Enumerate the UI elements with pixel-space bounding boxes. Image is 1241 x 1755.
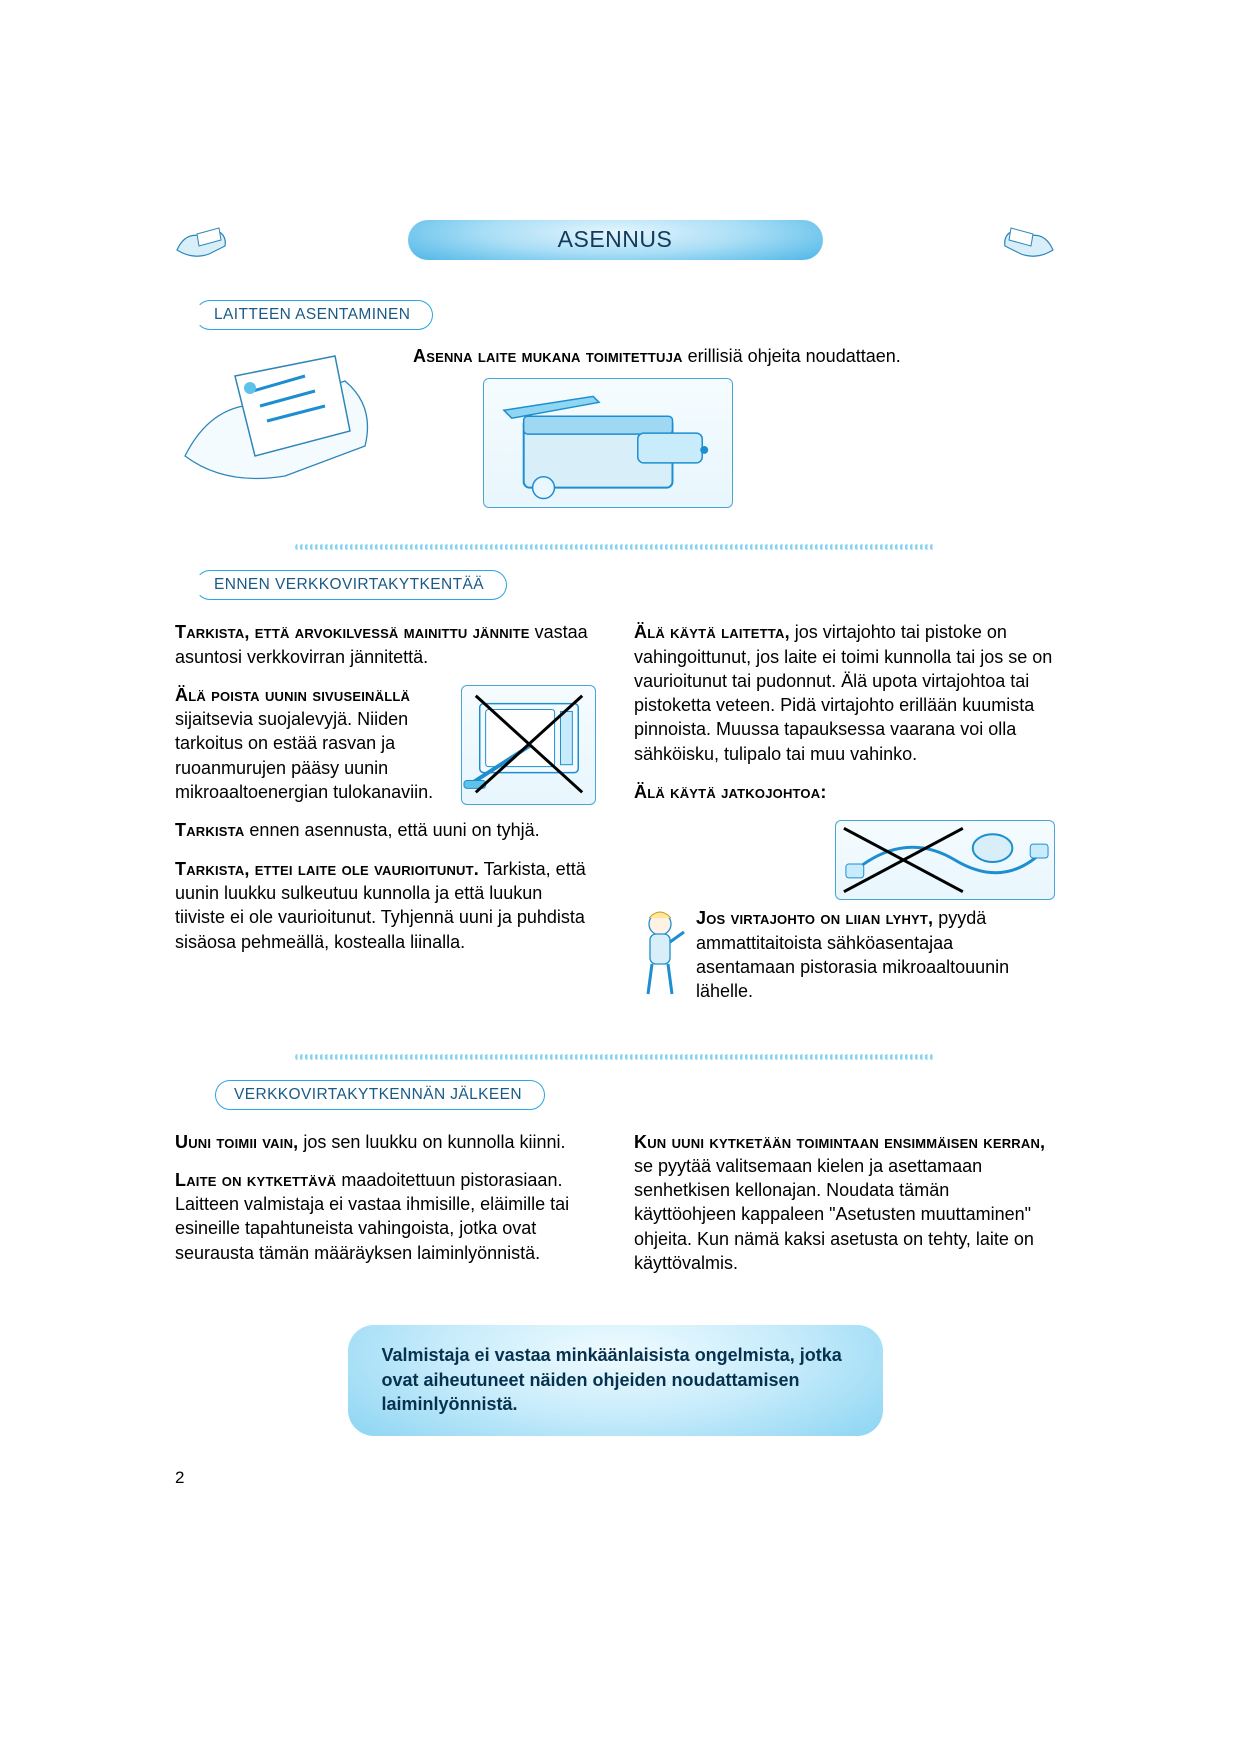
extension-cord-cross-icon	[835, 820, 1055, 900]
hands-left-icon	[175, 220, 230, 260]
install-row: Asenna laite mukana toimitettuja erillis…	[175, 336, 1055, 508]
before-r-p3: Jos virtajohto on liian lyhyt, pyydä amm…	[634, 906, 1055, 1003]
before-col-left: Tarkista, että arvokilvessä mainittu jän…	[175, 620, 596, 1017]
after-l-p1-rest: jos sen luukku on kunnolla kiinni.	[298, 1132, 565, 1152]
page-title: ASENNUS	[558, 224, 673, 255]
divider-wave-2	[295, 1052, 935, 1062]
page-content: ASENNUS LAITTEEN ASENTAMINEN Asenna lait…	[175, 220, 1055, 1436]
section-before-heading-text: ENNEN VERKKOVIRTAKYTKENTÄÄ	[214, 576, 484, 593]
hands-sheet-icon	[175, 336, 385, 496]
after-col-right: Kun uuni kytketään toimintaan ensimmäise…	[634, 1130, 1055, 1290]
install-text-block: Asenna laite mukana toimitettuja erillis…	[413, 336, 1055, 508]
section-after-heading-text: VERKKOVIRTAKYTKENNÄN JÄLKEEN	[234, 1086, 522, 1103]
before-r-p1-rest: jos virtajohto tai pistoke on vahingoitt…	[634, 622, 1052, 763]
after-l-p2: Laite on kytkettävä maadoitettuun pistor…	[175, 1168, 596, 1265]
after-columns: Uuni toimii vain, jos sen luukku on kunn…	[175, 1130, 1055, 1290]
disclaimer-text: Valmistaja ei vastaa minkäänlaisista ong…	[382, 1345, 842, 1414]
before-r-p2-sc: Älä käytä jatkojohtoa:	[634, 782, 827, 802]
before-r-p2: Älä käytä jatkojohtoa:	[634, 780, 1055, 804]
disclaimer-callout: Valmistaja ei vastaa minkäänlaisista ong…	[348, 1325, 883, 1436]
toolbox-icon	[483, 378, 733, 508]
after-l-p1-sc: Uuni toimii vain,	[175, 1132, 298, 1152]
page-number: 2	[175, 1467, 184, 1490]
before-columns: Tarkista, että arvokilvessä mainittu jän…	[175, 620, 1055, 1017]
before-l-p2-rest: sijaitsevia suojalevyjä. Niiden tarkoitu…	[175, 709, 433, 802]
before-r-p1: Älä käytä laitetta, jos virtajohto tai p…	[634, 620, 1055, 766]
before-l-p3-rest: ennen asennusta, että uuni on tyhjä.	[244, 820, 539, 840]
install-lead: Asenna laite mukana toimitettuja erillis…	[413, 344, 1055, 368]
before-l-p3: Tarkista ennen asennusta, että uuni on t…	[175, 818, 596, 842]
after-l-p1: Uuni toimii vain, jos sen luukku on kunn…	[175, 1130, 596, 1154]
section-after-heading: VERKKOVIRTAKYTKENNÄN JÄLKEEN	[215, 1080, 545, 1110]
before-l-p4: Tarkista, ettei laite ole vaurioitunut. …	[175, 857, 596, 954]
technician-icon	[634, 908, 686, 998]
before-l-p4-sc: Tarkista, ettei laite ole vaurioitunut.	[175, 859, 479, 879]
before-l-p1-sc: Tarkista, että arvokilvessä mainittu jän…	[175, 622, 530, 642]
section-install-heading-text: LAITTEEN ASENTAMINEN	[214, 306, 410, 323]
after-l-p2-sc: Laite on kytkettävä	[175, 1170, 336, 1190]
after-r-p1-sc: Kun uuni kytketään toimintaan ensimmäise…	[634, 1132, 1045, 1152]
before-l-p3-sc: Tarkista	[175, 820, 244, 840]
before-r-p1-sc: Älä käytä laitetta,	[634, 622, 790, 642]
before-l-p2-sc: Älä poista uunin sivuseinällä	[175, 685, 410, 705]
after-col-left: Uuni toimii vain, jos sen luukku on kunn…	[175, 1130, 596, 1290]
before-r-p3-sc: Jos virtajohto on liian lyhyt,	[696, 908, 933, 928]
section-install-heading: LAITTEEN ASENTAMINEN	[195, 300, 433, 330]
section-before-heading: ENNEN VERKKOVIRTAKYTKENTÄÄ	[195, 570, 507, 600]
hands-right-icon	[1000, 220, 1055, 260]
before-col-right: Älä käytä laitetta, jos virtajohto tai p…	[634, 620, 1055, 1017]
microwave-cross-icon	[461, 685, 596, 805]
divider-wave-1	[295, 542, 935, 552]
title-row: ASENNUS	[175, 220, 1055, 260]
after-r-p1: Kun uuni kytketään toimintaan ensimmäise…	[634, 1130, 1055, 1276]
page-title-pill: ASENNUS	[408, 220, 823, 260]
install-lead-rest: erillisiä ohjeita noudattaen.	[683, 346, 901, 366]
after-r-p1-rest: se pyytää valitsemaan kielen ja asettama…	[634, 1156, 1034, 1273]
callout-wrap: Valmistaja ei vastaa minkäänlaisista ong…	[175, 1325, 1055, 1436]
install-lead-sc: Asenna laite mukana toimitettuja	[413, 346, 683, 366]
before-l-p1: Tarkista, että arvokilvessä mainittu jän…	[175, 620, 596, 669]
